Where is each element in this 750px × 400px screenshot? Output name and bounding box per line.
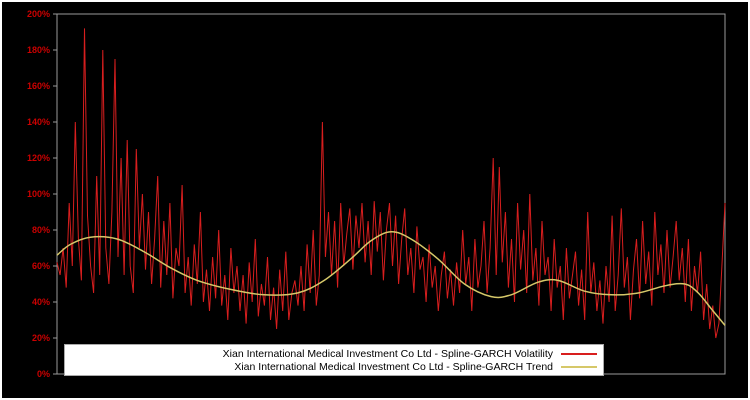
y-tick-label: 0% bbox=[37, 369, 50, 379]
volatility-line bbox=[56, 28, 726, 339]
y-tick-label: 200% bbox=[27, 9, 50, 19]
y-tick-label: 80% bbox=[32, 225, 50, 235]
legend-line-sample-volatility bbox=[561, 352, 597, 355]
y-tick-label: 120% bbox=[27, 153, 50, 163]
y-tick-label: 180% bbox=[27, 45, 50, 55]
chart-legend: Xian International Medical Investment Co… bbox=[64, 344, 604, 376]
legend-label-trend: Xian International Medical Investment Co… bbox=[234, 360, 553, 373]
y-tick-label: 20% bbox=[32, 333, 50, 343]
trend-line bbox=[56, 231, 726, 326]
y-tick-label: 160% bbox=[27, 81, 50, 91]
legend-label-volatility: Xian International Medical Investment Co… bbox=[222, 347, 553, 360]
y-tick-label: 40% bbox=[32, 297, 50, 307]
y-tick-label: 100% bbox=[27, 189, 50, 199]
y-tick-label: 60% bbox=[32, 261, 50, 271]
legend-line-sample-trend bbox=[561, 365, 597, 368]
legend-row-trend: Xian International Medical Investment Co… bbox=[71, 360, 597, 373]
y-tick-label: 140% bbox=[27, 117, 50, 127]
legend-row-volatility: Xian International Medical Investment Co… bbox=[71, 347, 597, 360]
